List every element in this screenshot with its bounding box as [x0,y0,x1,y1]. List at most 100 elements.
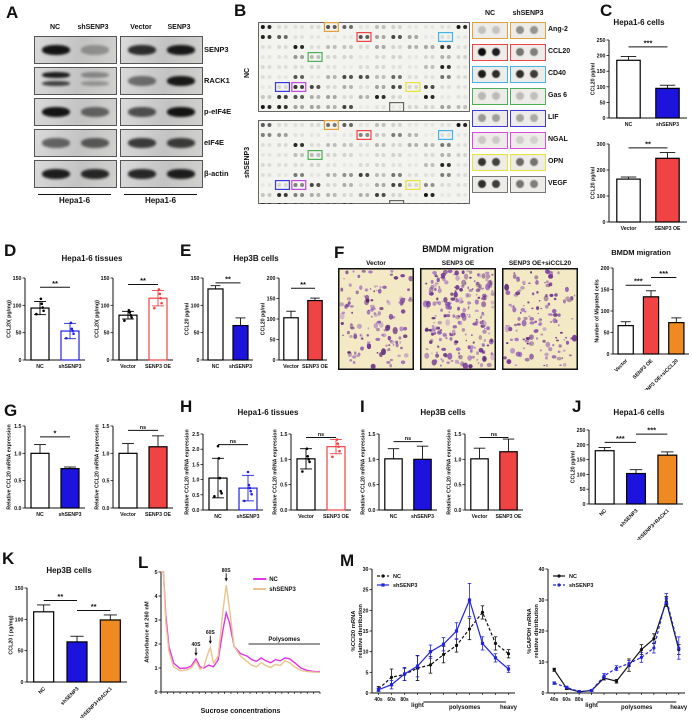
blot-strip [120,36,203,64]
panel-i-title: Hep3B cells [420,408,466,417]
data-point [71,329,74,333]
blot-strip [34,98,117,126]
svg-text:100: 100 [601,309,610,315]
svg-text:250: 250 [597,38,606,44]
data-point [130,316,133,319]
blot-band [81,45,109,55]
data-point [335,438,339,441]
protein-label: SENP3 [204,45,229,54]
cytokine-spot-box [472,132,508,149]
svg-text:NC: NC [390,514,398,520]
svg-text:1.5: 1.5 [454,432,461,438]
bar-SENP3 OE+siCCL20 [668,322,685,355]
cytokine-spot-box [472,66,508,83]
lane-label: Vector [130,24,152,31]
svg-text:100: 100 [597,194,606,200]
data-point [247,483,251,487]
lane-label: SENP3 [167,24,191,31]
cytokine-dot [478,92,486,100]
cytokine-dot [530,48,538,56]
data-point [217,457,221,460]
cytokine-dot [530,114,538,122]
cytokine-dot [478,180,486,188]
sig-label: *** [659,269,668,278]
blot-strip [34,160,117,188]
blot-strip [34,36,117,64]
legend-label: NC [393,574,401,580]
highlight-box [356,32,372,43]
bar-chart-hep3b-nc-shsenp3: 0 50 100 150 CCL20 pg/ml NC shSENP3 ** [185,274,253,370]
svg-text:Vector: Vector [120,512,136,518]
svg-text:2.5: 2.5 [192,432,199,438]
sig-label: ** [57,592,63,601]
data-point [160,301,163,305]
svg-text:0: 0 [607,352,610,358]
highlight-box [389,199,405,204]
panel-m-fraction-distribution: M 0 5 10 15 20 25 30 %CCl20 mRNA relative distri… [326,546,692,723]
blot-strip [120,67,203,95]
cytokine-dot [492,92,500,100]
data-point [249,489,252,493]
svg-text:100: 100 [13,303,22,309]
panel-c: C Hepa1-6 cells 0 50 100 150 200 250 CCL20 pg/… [586,2,692,238]
data-point [248,486,252,490]
highlight-box [291,81,307,92]
panel-label-h: H [180,397,193,416]
blot-band [42,72,70,78]
data-point [39,297,43,301]
data-point [305,447,309,450]
panel-b-cytokine-array: B NC shSENP3 NC shSENP3 Ang-2 CCL20 CD40 Gas … [232,2,590,208]
group-label-heavy: heavy [500,705,518,711]
svg-text:60s: 60s [387,697,396,703]
blot-band [42,169,70,179]
svg-text:100: 100 [597,85,606,91]
highlight-box [437,32,454,43]
bar-shSENP3+RACK1 [99,619,121,683]
blot-band [167,45,195,55]
panel-c-title: Hepa1-6 cells [613,18,665,27]
cytokine-name: CD40 [548,70,566,77]
protein-label: eIF4E [204,138,225,147]
cytokine-dot [478,136,486,144]
sig-label: ns [230,439,236,445]
svg-text:0.5: 0.5 [14,479,21,485]
legend-label: NC [269,577,278,583]
panel-e: E Hep3B cells 0 50 100 150 CCL20 pg/ml NC shSE… [180,242,332,374]
svg-text:100: 100 [191,303,200,309]
bar-shSENP3 [655,87,680,119]
svg-text:CCL20 pg/ml: CCL20 pg/ml [591,62,597,95]
cytokine-spot-box [510,44,546,61]
data-point [69,321,73,325]
panel-label-g: G [4,401,18,420]
bar-NC [594,450,615,505]
svg-text:25: 25 [363,588,369,594]
line-chart-ccl20-distribution: 0 5 10 15 20 25 30 %CCl20 mRNA relative distribu… [351,567,518,711]
blot-strip [120,98,203,126]
svg-text:0: 0 [107,358,110,364]
cytokine-dot [530,180,538,188]
svg-text:CCL20 pg/ml: CCL20 pg/ml [185,302,191,335]
svg-text:shSENP3: shSENP3 [58,364,81,370]
bar-SENP3 OE [655,157,680,223]
svg-text:0: 0 [603,220,606,226]
blot-band [128,107,156,117]
legend-label: NC [569,574,577,580]
bar-chart-rescue-hepa16: 0 50 100 150 200 250 CCL20 pg/ml NC shSENP3shSEN… [571,426,683,540]
svg-text:50: 50 [270,338,276,344]
svg-text:relative distribution: relative distribution [534,604,540,658]
svg-text:100: 100 [267,317,276,323]
svg-text:200: 200 [577,443,586,449]
cytokine-spot-box [510,110,546,127]
panel-f-title: BMDM migration [422,244,494,254]
svg-text:Absorbance at 260 nM: Absorbance at 260 nM [145,601,151,663]
group-label-polysomes: polysomes [621,705,653,711]
svg-text:0: 0 [542,691,545,697]
svg-text:Relative CCL20 mRNA expression: Relative CCL20 mRNA expression [273,429,279,514]
transwell-image [338,268,414,370]
svg-text:1.5: 1.5 [280,432,287,438]
cytokine-dot [516,158,524,166]
svg-text:SENP3 OE: SENP3 OE [323,514,349,520]
